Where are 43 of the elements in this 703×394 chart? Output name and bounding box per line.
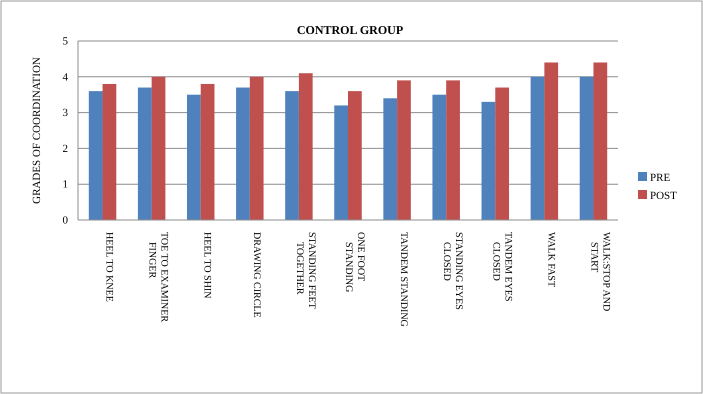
x-tick-label: STANDING FEET TOGETHER bbox=[294, 232, 317, 309]
bar bbox=[285, 91, 299, 220]
y-tick-label: 3 bbox=[62, 107, 68, 120]
bar bbox=[236, 88, 250, 220]
bar bbox=[102, 84, 116, 220]
bar bbox=[482, 102, 496, 220]
bar bbox=[580, 76, 594, 220]
bar bbox=[544, 62, 558, 220]
chart-title: CONTROL GROUP bbox=[296, 23, 404, 37]
legend-label: PRE bbox=[650, 172, 670, 184]
bar bbox=[348, 91, 362, 220]
bar bbox=[530, 76, 544, 220]
y-axis-title: GRADES OF COORDINATION bbox=[31, 57, 43, 204]
x-tick-label: TANDEM EYES CLOSED bbox=[490, 232, 514, 302]
bar bbox=[593, 62, 608, 220]
x-tick-label: HEEL TO KNEE bbox=[104, 232, 115, 302]
x-tick-label: HEEL TO SHIN bbox=[202, 232, 213, 298]
bar bbox=[383, 98, 398, 220]
x-tick-label: TANDEM STANDING bbox=[398, 232, 410, 327]
legend-label: POST bbox=[650, 190, 678, 202]
x-tick-label: ONE FOOT STANDING bbox=[343, 232, 366, 292]
bar bbox=[88, 91, 103, 220]
y-tick-label: 0 bbox=[62, 214, 68, 227]
bar bbox=[138, 88, 152, 220]
x-tick-label: TOE TO EXAMINER FINGER bbox=[146, 232, 170, 322]
x-tick-label: STANDING EYES CLOSED bbox=[441, 232, 464, 310]
y-tick-label: 1 bbox=[62, 178, 68, 191]
bar bbox=[250, 76, 264, 220]
y-tick-label: 2 bbox=[62, 142, 68, 155]
bar bbox=[397, 80, 411, 220]
y-tick-label: 5 bbox=[62, 36, 68, 48]
bar bbox=[446, 80, 460, 220]
bar bbox=[334, 105, 348, 220]
x-tick-label: WALK FAST bbox=[545, 232, 556, 288]
bar bbox=[186, 94, 201, 220]
bar bbox=[298, 73, 313, 220]
bar bbox=[152, 76, 166, 220]
x-tick-label: WALK:STOP AND START bbox=[588, 232, 612, 312]
y-tick-label: 4 bbox=[62, 71, 68, 84]
x-tick-label: DRAWING CIRCLE bbox=[250, 232, 262, 318]
bar bbox=[495, 88, 510, 220]
bar bbox=[200, 84, 214, 220]
bar bbox=[432, 94, 446, 220]
